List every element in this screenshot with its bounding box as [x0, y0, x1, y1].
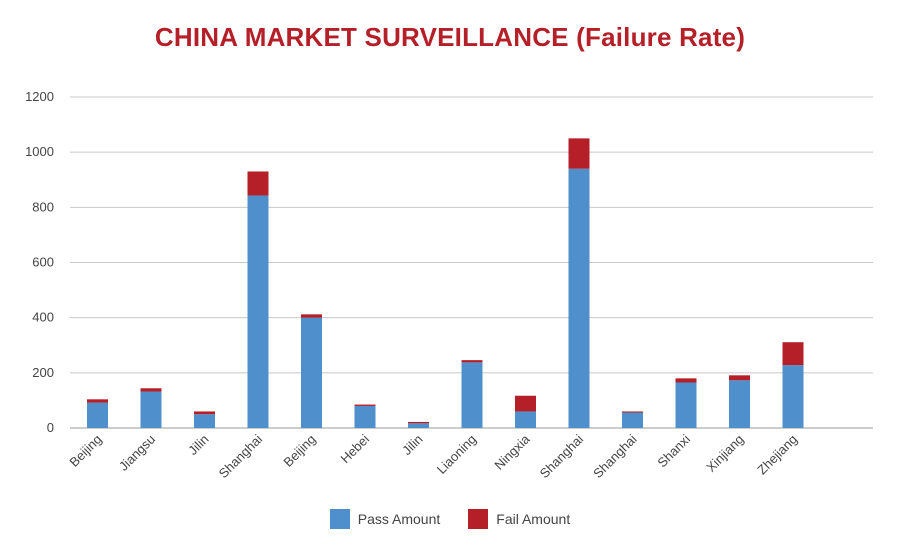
bar-fail — [515, 395, 536, 412]
bar-fail — [782, 342, 804, 366]
legend: Pass Amount Fail Amount — [0, 509, 900, 529]
x-tick-label: Zhejiang — [754, 432, 800, 478]
bar-fail — [194, 411, 215, 415]
x-tick-label: Beijing — [66, 432, 104, 470]
legend-item-pass: Pass Amount — [329, 509, 441, 529]
y-tick-label: 400 — [32, 310, 54, 325]
x-axis-ticks: Beijing Jiangsu Jilin Shanghai Beijing Hebei J… — [66, 431, 800, 481]
y-tick-label: 0 — [47, 420, 54, 435]
bar-fail — [675, 378, 697, 383]
x-tick-label: Jiangsu — [116, 432, 158, 474]
x-tick-label: Shanghai — [537, 431, 587, 481]
x-tick-label: Beijing — [280, 432, 318, 470]
chart-title: CHINA MARKET SURVEILLANCE (Failure Rate) — [154, 22, 746, 52]
legend-swatch-pass — [329, 509, 350, 529]
bar-pass — [782, 365, 804, 428]
x-tick-label: Liaoning — [434, 432, 479, 477]
bar-pass — [622, 412, 643, 428]
legend-item-fail: Fail Amount — [468, 509, 570, 529]
bar-pass — [675, 382, 697, 428]
bar-pass — [194, 414, 215, 428]
bar-fail — [461, 360, 483, 363]
bar-fail — [568, 138, 590, 169]
y-tick-label: 600 — [32, 255, 54, 270]
bar-pass — [729, 380, 750, 428]
bar-pass — [408, 423, 429, 428]
bar-fail — [622, 411, 643, 413]
bar-fail — [408, 421, 429, 424]
x-tick-label: Jilin — [185, 432, 211, 458]
bar-fail — [354, 404, 376, 406]
x-tick-label: Shanghai — [590, 431, 640, 481]
bar-pass — [354, 405, 376, 428]
y-tick-label: 1200 — [25, 89, 54, 104]
x-tick-label: Xinjiang — [703, 432, 746, 475]
bar-pass — [515, 411, 536, 428]
bars — [87, 138, 804, 428]
bar-pass — [87, 402, 108, 428]
x-tick-label: Ningxia — [491, 431, 533, 473]
x-tick-label: Shanxi — [654, 431, 693, 470]
legend-swatch-fail — [468, 509, 489, 529]
y-tick-label: 200 — [32, 365, 54, 380]
bar-fail — [301, 314, 322, 318]
legend-label-fail: Fail Amount — [496, 511, 571, 527]
bar-fail — [247, 171, 269, 196]
x-tick-label: Jilin — [399, 432, 425, 458]
bar-pass — [140, 391, 162, 428]
y-axis-ticks: 0 200 400 600 800 1000 1200 — [25, 89, 54, 435]
bar-pass — [247, 195, 269, 428]
legend-label-pass: Pass Amount — [357, 511, 441, 527]
x-tick-label: Hebei — [337, 431, 372, 466]
bar-fail — [87, 399, 108, 403]
y-tick-label: 1000 — [25, 144, 54, 159]
bar-pass — [301, 317, 322, 428]
bar-fail — [729, 375, 750, 381]
y-tick-label: 800 — [32, 199, 54, 214]
x-tick-label: Shanghai — [216, 431, 266, 481]
bar-pass — [568, 168, 590, 428]
bar-fail — [140, 388, 162, 392]
bar-pass — [461, 362, 483, 428]
